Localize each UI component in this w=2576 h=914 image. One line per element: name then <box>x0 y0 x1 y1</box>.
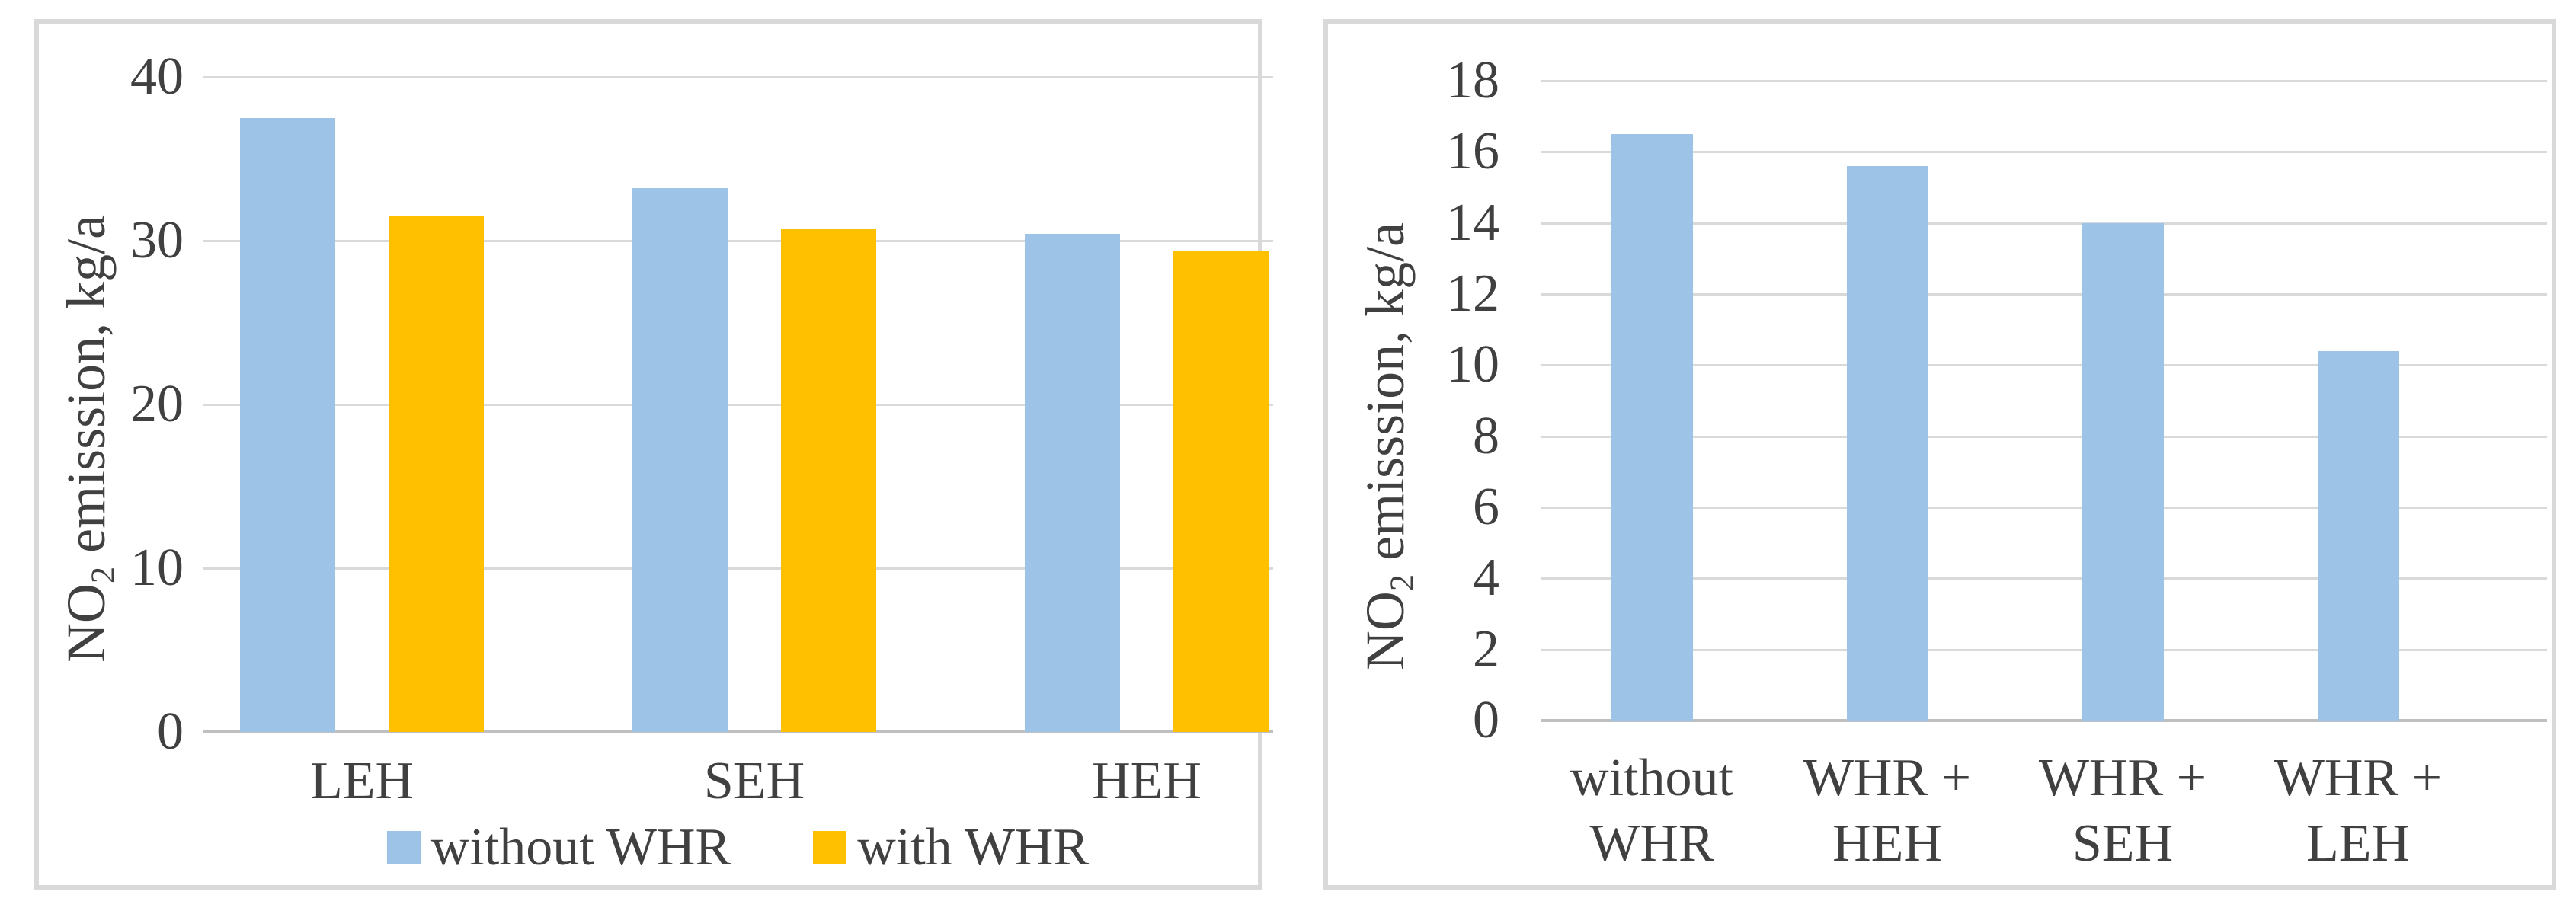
y-tick-label: 2 <box>1473 619 1499 679</box>
y-axis-title-subscript: 2 <box>1382 574 1421 592</box>
left-chart-panel: 0 10 20 30 40 LEH SEH HEH NO2 emisssion, kg/a wit… <box>34 19 1273 890</box>
x-axis-line <box>1541 719 2547 722</box>
x-category-label-line: WHR + <box>2038 749 2207 807</box>
legend-label: without WHR <box>430 818 731 877</box>
bar <box>2082 222 2164 721</box>
legend-item: with WHR <box>813 821 1089 874</box>
bar <box>781 228 876 732</box>
gridline <box>203 404 1273 406</box>
x-category-label: SEH <box>556 749 952 814</box>
bar <box>632 188 728 732</box>
x-category-label: WHR + LEH <box>2190 746 2526 877</box>
legend-label: with WHR <box>857 818 1090 877</box>
gridline <box>203 567 1273 570</box>
x-category-label-line: SEH <box>2072 814 2174 873</box>
x-category-label: LEH <box>164 749 560 814</box>
bar <box>1025 234 1120 732</box>
y-tick-label: 20 <box>130 375 184 433</box>
y-tick-label: 0 <box>157 702 184 761</box>
y-axis-title-suffix: emisssion, kg/a <box>56 214 117 567</box>
legend-item: without WHR <box>386 818 731 877</box>
x-category-label-line: SEH <box>703 752 805 810</box>
y-tick-label: 40 <box>130 47 184 106</box>
y-axis-title: NO2 emisssion, kg/a <box>1355 0 1420 903</box>
gridline <box>1541 293 2547 296</box>
x-category-label-line: LEH <box>2306 814 2411 873</box>
chart-legend: without WHR with WHR <box>203 817 1273 878</box>
x-category-label-line: without <box>1570 749 1733 807</box>
legend-swatch <box>813 831 847 864</box>
y-tick-label: 10 <box>130 538 184 597</box>
bar <box>1611 134 1693 721</box>
y-tick-label: 4 <box>1473 548 1499 608</box>
gridline <box>1541 507 2547 509</box>
y-axis-title-prefix: NO <box>56 583 117 663</box>
y-tick-label: 10 <box>1446 335 1499 395</box>
x-category-label: WHR + SEH <box>1955 746 2290 877</box>
gridline <box>1541 151 2547 154</box>
y-tick-label: 8 <box>1473 406 1499 465</box>
right-chart-panel: 0 2 4 6 8 10 12 14 16 18 without WHR WHR + HEH WHR + SE… <box>1323 19 2556 890</box>
y-tick-label: 6 <box>1473 478 1499 536</box>
x-axis-line <box>203 730 1273 733</box>
gridline <box>203 76 1273 78</box>
x-category-label-line: WHR + <box>1803 749 1972 807</box>
y-tick-label: 16 <box>1446 122 1499 181</box>
y-axis-title-suffix: emisssion, kg/a <box>1355 222 1416 574</box>
x-category-label: WHR + HEH <box>1720 746 2055 877</box>
x-category-label-line: HEH <box>1832 814 1942 873</box>
y-axis-title-prefix: NO <box>1355 591 1416 671</box>
y-axis-title: NO2 emisssion, kg/a <box>56 0 121 896</box>
x-category-label-line: WHR <box>1589 814 1714 873</box>
gridline <box>1541 435 2547 438</box>
y-tick-label: 30 <box>130 211 184 270</box>
gridline <box>1541 364 2547 367</box>
gridline <box>1541 80 2547 82</box>
y-axis-title-subscript: 2 <box>83 566 122 584</box>
y-tick-label: 0 <box>1473 691 1499 749</box>
y-tick-label: 18 <box>1446 51 1499 110</box>
legend-swatch <box>386 831 421 864</box>
x-category-label-line: HEH <box>1092 752 1202 810</box>
x-category-label-line: WHR + <box>2274 749 2443 807</box>
x-category-label: without WHR <box>1484 746 1819 877</box>
y-tick-label: 14 <box>1446 193 1499 252</box>
bar <box>1173 250 1269 732</box>
x-category-label-line: LEH <box>309 752 414 810</box>
gridline <box>1541 222 2547 225</box>
gridline <box>203 240 1273 242</box>
y-tick-label: 12 <box>1446 264 1499 323</box>
bar <box>1847 166 1928 721</box>
gridline <box>1541 577 2547 580</box>
bar <box>2318 350 2399 721</box>
gridline <box>1541 648 2547 651</box>
x-category-label: HEH <box>949 749 1345 814</box>
bar <box>240 117 335 732</box>
bar <box>389 216 484 732</box>
